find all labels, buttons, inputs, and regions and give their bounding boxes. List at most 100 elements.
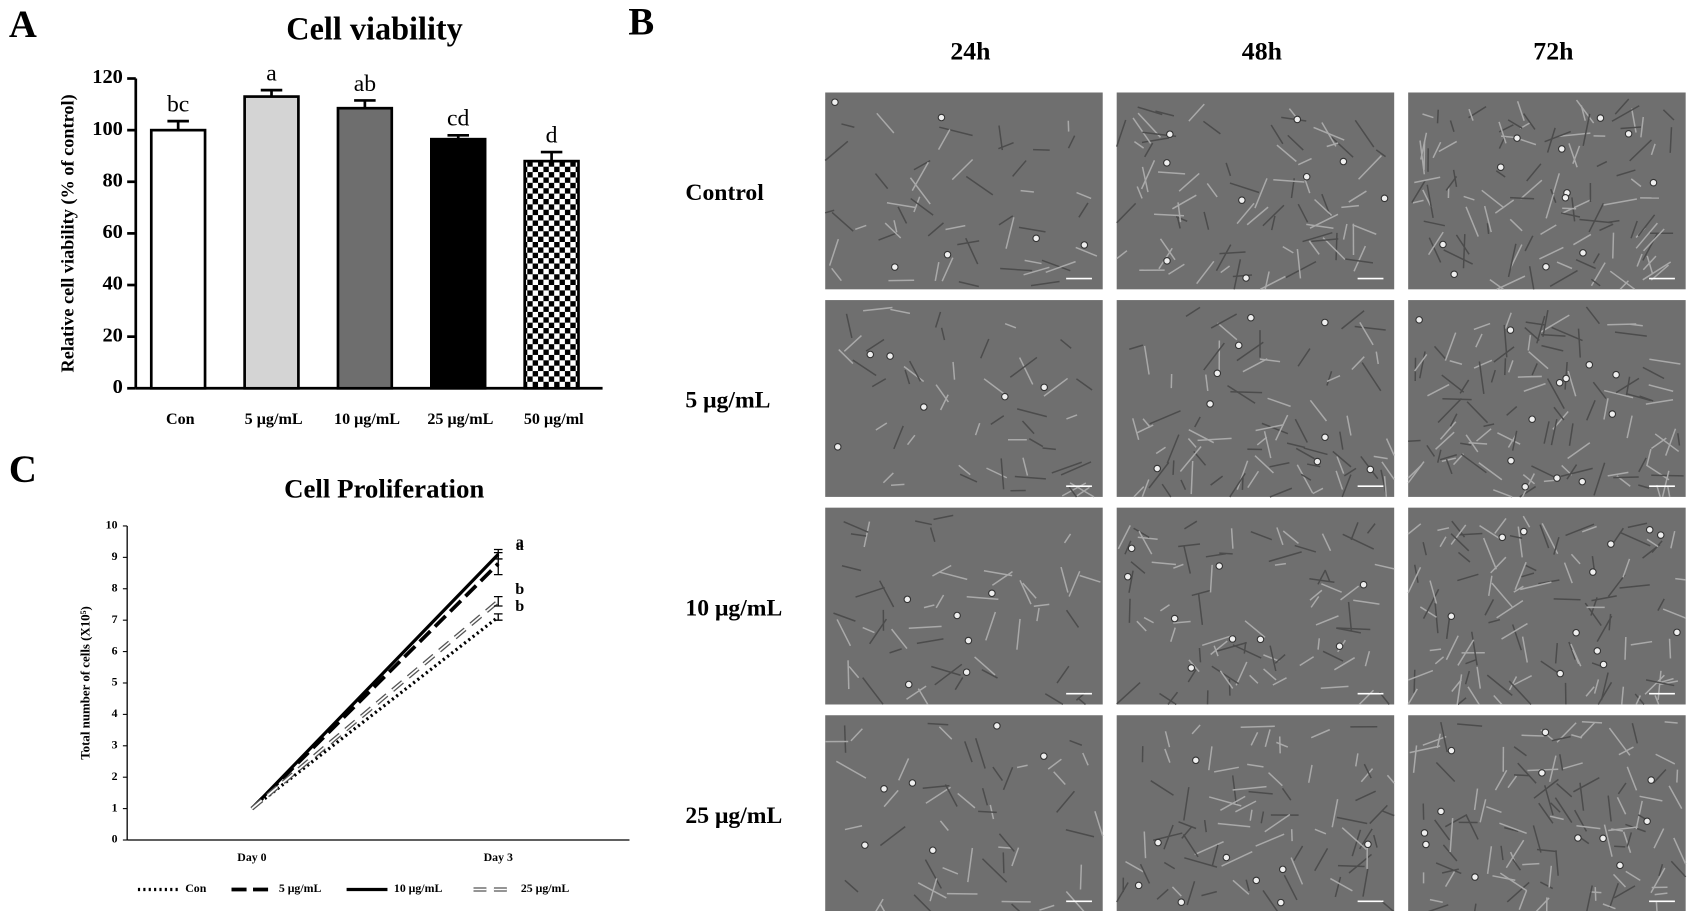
cell [1540, 314, 1570, 333]
cell [1645, 399, 1674, 405]
cell [1440, 721, 1448, 753]
cell [1593, 462, 1606, 496]
round-cell [1080, 241, 1089, 249]
cell [1267, 397, 1291, 408]
cell [1172, 194, 1197, 210]
cell [938, 726, 953, 740]
cell [1507, 119, 1523, 129]
y-tick-label: 1 [112, 800, 118, 814]
cell [1369, 804, 1388, 825]
cell [1236, 202, 1255, 225]
cell [1491, 582, 1513, 608]
y-tick-label: 20 [102, 324, 122, 346]
cell [1354, 325, 1386, 331]
cell [1664, 721, 1678, 724]
cell [1116, 882, 1129, 903]
round-cell [1538, 769, 1546, 777]
cell [1268, 551, 1302, 563]
cell [1191, 724, 1201, 735]
cell [931, 665, 961, 677]
cell [1282, 530, 1299, 545]
cell [835, 760, 867, 779]
cell [937, 129, 951, 151]
cell [1419, 351, 1426, 379]
round-cell [920, 403, 928, 411]
cell [915, 520, 932, 526]
cell [1262, 890, 1279, 911]
cell [1041, 259, 1071, 272]
round-cell [1612, 370, 1620, 379]
cell [1543, 479, 1556, 483]
cell [1607, 574, 1626, 598]
bar [149, 128, 207, 390]
cell [1214, 766, 1239, 773]
cell [1042, 447, 1056, 451]
cell [1511, 430, 1518, 451]
cell [1524, 327, 1540, 341]
cell [981, 858, 1008, 883]
error-bar [493, 548, 503, 560]
cell [978, 810, 997, 814]
cell [1173, 620, 1191, 624]
round-cell [953, 611, 961, 620]
cell [1638, 484, 1650, 489]
cell [1344, 258, 1374, 264]
cell [1375, 351, 1379, 365]
cell [844, 879, 859, 893]
cell [1045, 260, 1076, 274]
cell [1285, 260, 1317, 279]
cell [1531, 465, 1558, 479]
cell [1133, 140, 1145, 149]
cell [1596, 615, 1613, 642]
cell [1229, 472, 1246, 498]
round-cell [1572, 628, 1580, 637]
round-cell [1313, 457, 1322, 466]
cell [1184, 857, 1218, 868]
cell [1201, 890, 1217, 897]
cell [1414, 176, 1441, 184]
cell [1642, 366, 1665, 380]
round-cell [1415, 316, 1423, 324]
cell [1650, 143, 1656, 156]
cell [1198, 647, 1202, 663]
round-cell [1599, 834, 1607, 843]
cell [1483, 205, 1492, 233]
cell [1259, 275, 1286, 290]
cell [929, 878, 938, 902]
cell [1581, 525, 1597, 533]
cell [1473, 788, 1479, 811]
cell [1662, 608, 1686, 619]
round-cell [1215, 562, 1224, 570]
cell [1016, 764, 1028, 769]
cell [1269, 462, 1290, 468]
panel-label: C [9, 448, 37, 491]
cell [1486, 674, 1513, 696]
round-cell [833, 443, 842, 451]
cell [1544, 785, 1554, 816]
cell [935, 594, 945, 609]
cell [845, 313, 853, 339]
cell [1670, 860, 1687, 878]
cell [1412, 745, 1418, 773]
cell [1065, 828, 1095, 838]
cell [1213, 645, 1219, 657]
cell [1185, 306, 1201, 317]
cell [1478, 462, 1503, 481]
cell [865, 338, 885, 352]
cell [985, 611, 997, 641]
cell [1183, 787, 1190, 821]
cell [1159, 604, 1170, 612]
cell [1225, 162, 1232, 177]
cell [1274, 562, 1287, 566]
bar [430, 137, 487, 390]
round-cell [1556, 669, 1564, 678]
round-cell [929, 846, 937, 854]
cell [1407, 688, 1418, 705]
cell [1442, 844, 1458, 862]
cell [1254, 178, 1268, 209]
cell [1407, 669, 1434, 681]
cell [1143, 616, 1154, 624]
cell [1509, 534, 1523, 540]
cell [1232, 879, 1250, 895]
cell [910, 197, 934, 216]
